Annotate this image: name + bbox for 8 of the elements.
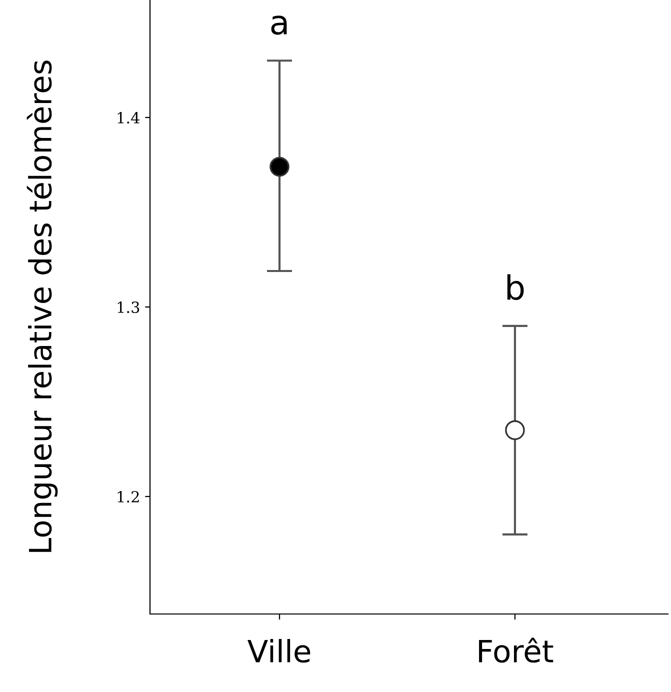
y-tick-label: 1.4 — [118, 112, 140, 124]
y-tick-label: 1.3 — [118, 301, 140, 314]
x-tick-label: Forêt — [479, 638, 554, 663]
annotation: a — [271, 16, 287, 35]
annotation: b — [507, 274, 524, 300]
y-axis-title: Longueur relative des télomères — [26, 60, 58, 552]
y-tick-label: 1.2 — [118, 490, 139, 503]
x-tick-label: Ville — [248, 639, 310, 663]
